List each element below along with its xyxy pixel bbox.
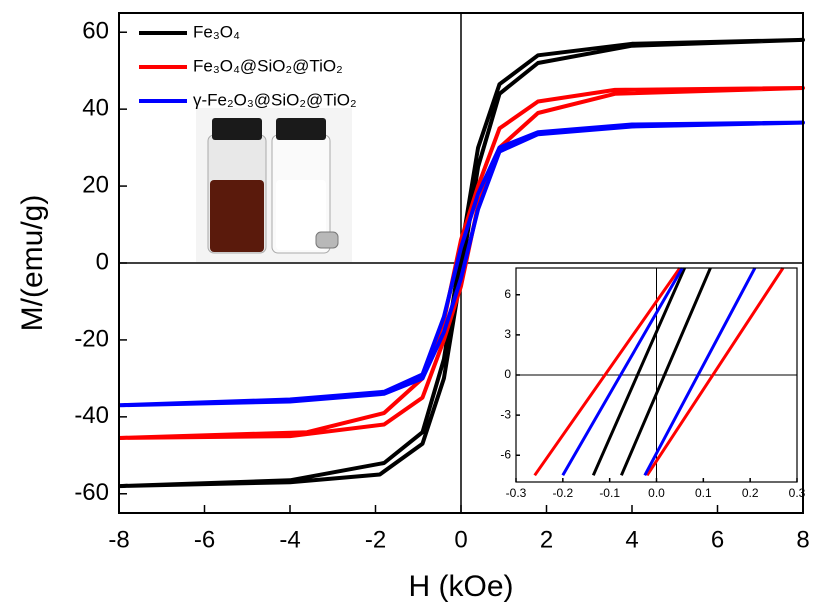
- inset-chart: -0.3 -0.2 -0.1 0.0 0.1 0.2 0.3 -6 -3 0 3 6: [500, 268, 805, 500]
- y-tick-label: -40: [74, 402, 109, 429]
- x-tick-label: -2: [365, 526, 386, 553]
- x-tick-label: 4: [625, 526, 638, 553]
- x-tick-label: -8: [108, 526, 129, 553]
- y-tick-label: -20: [74, 325, 109, 352]
- y-tick-label: 3: [504, 327, 511, 341]
- y-tick-label: 0: [96, 248, 109, 275]
- chart: -8-6-4-202468-60-40-200204060H (kOe)M/(e…: [0, 0, 813, 608]
- x-tick-label: 0.0: [648, 486, 665, 500]
- x-axis-label: H (kOe): [409, 570, 514, 603]
- y-tick-label: -6: [500, 447, 511, 461]
- y-tick-label: 40: [82, 94, 109, 121]
- x-tick-label: 2: [540, 526, 553, 553]
- photo-inset: [196, 108, 352, 262]
- y-tick-label: 6: [504, 287, 511, 301]
- x-tick-label: 0.2: [742, 486, 759, 500]
- x-tick-label: 6: [711, 526, 724, 553]
- x-tick-label: 8: [796, 526, 809, 553]
- x-tick-label: -0.1: [599, 486, 620, 500]
- y-tick-label: -3: [500, 407, 511, 421]
- x-tick-label: -6: [194, 526, 215, 553]
- y-tick-label: -60: [74, 479, 109, 506]
- legend-label: Fe₃O₄: [193, 22, 240, 41]
- x-tick-label: 0.1: [695, 486, 712, 500]
- x-tick-label: -0.2: [552, 486, 573, 500]
- x-tick-label: -0.3: [506, 486, 527, 500]
- x-tick-label: -4: [279, 526, 300, 553]
- x-tick-label: 0.3: [789, 486, 806, 500]
- legend-label: Fe₃O₄@SiO₂@TiO₂: [193, 56, 343, 75]
- x-tick-label: 0: [454, 526, 467, 553]
- y-tick-label: 60: [82, 18, 109, 45]
- legend-label: γ-Fe₂O₃@SiO₂@TiO₂: [193, 90, 357, 109]
- y-axis-label: M/(emu/g): [16, 195, 49, 332]
- y-tick-label: 20: [82, 171, 109, 198]
- y-tick-label: 0: [504, 367, 511, 381]
